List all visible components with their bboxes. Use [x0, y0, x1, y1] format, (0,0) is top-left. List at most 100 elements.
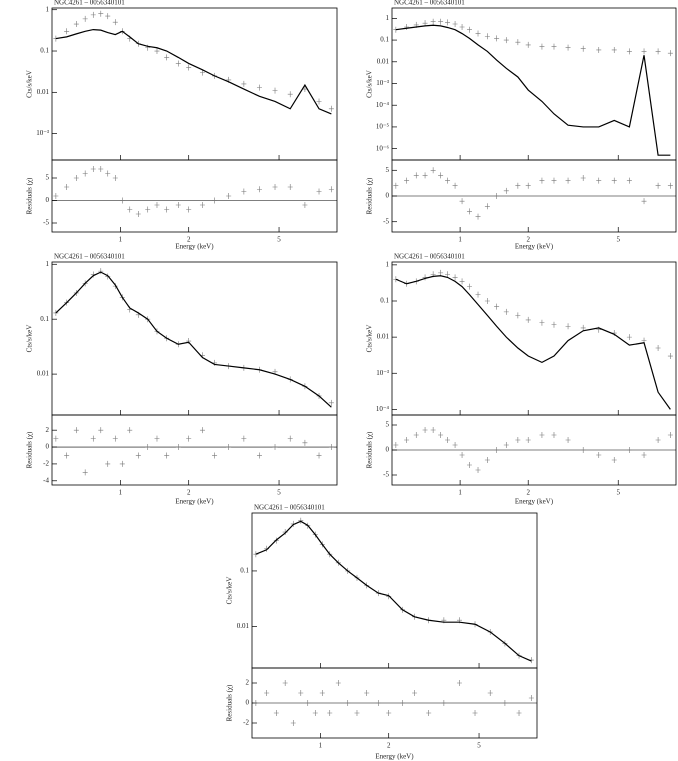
x-tick-label: 2 [187, 489, 191, 497]
x-axis-label: Energy (keV) [175, 498, 214, 506]
y-axis-label: Cts/s/keV [366, 70, 374, 98]
y-tick-label: 1 [386, 14, 390, 22]
data-point [503, 37, 509, 44]
residual-point [475, 213, 481, 220]
residual-point [256, 452, 262, 459]
residual-point [73, 175, 79, 181]
residual-point [226, 193, 232, 199]
y-axis-label: Cts/s/keV [26, 325, 34, 353]
data-point [475, 30, 481, 37]
residual-point [282, 680, 288, 686]
data-point [551, 321, 557, 328]
residual-point [404, 177, 410, 184]
data-point [484, 297, 490, 304]
residual-point [525, 437, 531, 443]
residual-point [175, 202, 181, 208]
residual-point [212, 197, 218, 204]
residual-point [105, 460, 111, 467]
residual-point [430, 427, 436, 433]
residual-point [127, 427, 133, 434]
data-point [551, 43, 557, 50]
residual-point [641, 452, 647, 458]
residual-point [112, 175, 118, 181]
residual-point [319, 690, 325, 696]
model-line [395, 275, 671, 410]
data-point [515, 312, 521, 319]
x-tick-label: 1 [458, 236, 462, 244]
y-tick-label: 0.01 [377, 333, 390, 341]
y-axis-label: Cts/s/keV [226, 577, 234, 605]
x-tick-label: 1 [458, 489, 462, 497]
data-point [466, 26, 472, 33]
x-tick-label: 5 [477, 742, 481, 750]
data-point [256, 84, 262, 91]
panel: NGC4261 – 0056340101 Cts/s/keV Residuals (… [366, 253, 677, 506]
data-point [154, 48, 160, 55]
residual-point [127, 206, 133, 213]
residual-point [256, 186, 262, 193]
residual-tick-label: 2 [46, 426, 50, 434]
data-point [459, 278, 465, 285]
x-tick-label: 2 [526, 489, 530, 497]
spectrum-frame [391, 261, 677, 416]
residual-point [287, 435, 293, 442]
data-point [422, 20, 428, 27]
residual-tick-label: 0 [46, 196, 50, 204]
data-point [82, 15, 88, 22]
residual-point [154, 202, 160, 208]
residual-axis-label: Residuals (χ) [366, 431, 374, 468]
residual-tick-label: 0 [386, 192, 390, 200]
data-point [404, 24, 410, 31]
residual-point [502, 700, 508, 706]
data-point [515, 39, 521, 46]
residual-point [354, 710, 360, 716]
panel: NGC4261 – 0056340101 Cts/s/keV Residuals (… [26, 0, 338, 251]
data-point [525, 41, 531, 48]
data-point [199, 69, 205, 76]
residual-point [212, 452, 218, 459]
residual-point [393, 442, 399, 448]
residual-point [298, 690, 304, 696]
residual-point [327, 710, 333, 716]
spectrum-frame [51, 7, 338, 161]
residual-point [452, 442, 458, 448]
residual-point [422, 427, 428, 433]
data-point [667, 50, 673, 57]
y-tick-label: 10⁻⁶ [376, 144, 390, 152]
residual-point [441, 700, 447, 706]
data-point [445, 19, 451, 26]
y-tick-label: 0.01 [37, 370, 50, 378]
residual-point [539, 177, 545, 184]
data-point [655, 345, 661, 352]
residual-point [404, 437, 410, 443]
residual-point [82, 170, 88, 177]
model-line [55, 28, 332, 115]
residual-point [655, 437, 661, 443]
residual-point [565, 177, 571, 184]
residual-frame [51, 414, 338, 486]
residual-axis-label: Residuals (χ) [226, 684, 234, 721]
residual-point [145, 206, 151, 213]
data-point [316, 98, 322, 105]
y-tick-label: 0.1 [40, 47, 49, 55]
residual-point [551, 177, 557, 184]
data-point [422, 274, 428, 281]
residual-point [241, 435, 247, 442]
residual-axis-label: Residuals (χ) [366, 177, 374, 214]
residual-point [164, 452, 170, 459]
x-tick-label: 1 [119, 489, 123, 497]
data-point [98, 10, 104, 17]
x-tick-label: 5 [616, 489, 620, 497]
y-tick-label: 0.1 [240, 567, 249, 575]
y-tick-label: 0.1 [40, 315, 49, 323]
residual-point [539, 432, 545, 438]
data-point [580, 45, 586, 52]
residual-point [328, 444, 334, 451]
residual-point [596, 177, 602, 184]
residual-point [516, 710, 522, 716]
residual-point [399, 700, 405, 706]
y-tick-label: 10⁻⁵ [376, 123, 390, 131]
residual-point [112, 435, 118, 442]
residual-point [53, 435, 59, 442]
residual-point [290, 720, 296, 726]
